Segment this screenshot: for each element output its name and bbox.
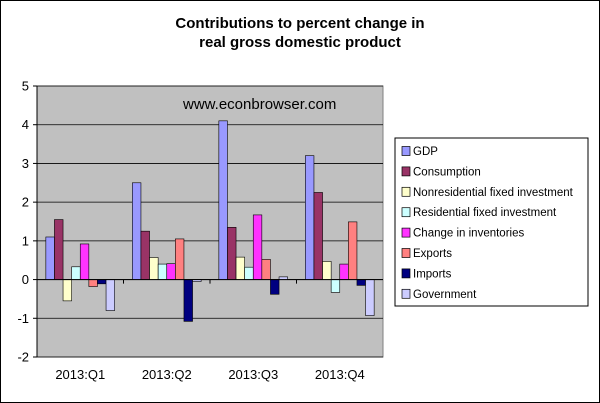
legend-swatch-imports [401, 268, 411, 279]
legend-label: Residential fixed investment [413, 207, 557, 219]
bar-gdp [132, 182, 142, 280]
legend-swatch-consumption [401, 166, 411, 177]
y-tick-label: 4 [22, 117, 29, 132]
bar-exports [261, 259, 271, 280]
plot-area [36, 85, 384, 358]
bar-gdp [305, 155, 315, 280]
bar-nonresidential-fixed-investment [322, 261, 332, 280]
bar-change-in-inventories [252, 214, 263, 280]
y-tick-label: -2 [17, 350, 29, 365]
legend-box [394, 137, 589, 307]
legend-label: Imports [413, 268, 452, 280]
bar-residential-fixed-investment [330, 279, 341, 293]
legend-label: Consumption [413, 166, 481, 178]
legend-label: Government [413, 289, 477, 301]
chart-title-line2: real gross domestic product [199, 34, 401, 51]
bar-imports [183, 279, 193, 322]
y-tick-label: 5 [22, 79, 29, 94]
bar-consumption [227, 227, 237, 280]
bar-nonresidential-fixed-investment [235, 256, 245, 280]
legend-label: Change in inventories [413, 228, 524, 240]
bar-imports [270, 279, 280, 295]
legend-swatch-government [401, 288, 411, 299]
legend-swatch-exports [401, 248, 411, 258]
bar-change-in-inventories [339, 263, 349, 280]
y-tick-label: 3 [22, 156, 29, 171]
y-tick-label: -1 [17, 311, 29, 326]
x-tick-label: 2013:Q1 [55, 367, 105, 382]
y-tick-label: 1 [22, 233, 29, 248]
legend-label: Nonresidential fixed investment [413, 187, 574, 199]
bar-residential-fixed-investment [157, 263, 168, 280]
legend-swatch-gdp [401, 146, 411, 156]
bar-consumption [54, 219, 64, 280]
legend-swatch-residential-fixed-investment [401, 207, 411, 218]
chart-title-line1: Contributions to percent change in [175, 15, 425, 32]
y-tick-label: 2 [22, 195, 29, 210]
y-tick-label: 0 [22, 272, 29, 287]
bar-exports [348, 221, 358, 280]
bar-nonresidential-fixed-investment [149, 257, 159, 280]
legend-swatch-change-in-inventories [401, 227, 411, 238]
bar-exports [175, 238, 185, 280]
legend-label: GDP [413, 146, 438, 158]
legend-label: Exports [413, 248, 452, 260]
x-tick-label: 2013:Q3 [228, 367, 278, 382]
bar-consumption [313, 192, 323, 280]
x-tick-label: 2013:Q2 [142, 367, 192, 382]
bar-nonresidential-fixed-investment [62, 279, 72, 302]
bar-government [105, 279, 115, 311]
bar-imports [356, 279, 366, 286]
bar-gdp [218, 120, 228, 280]
x-tick-label: 2013:Q4 [315, 367, 365, 382]
bar-change-in-inventories [166, 263, 176, 280]
watermark-text: www.econbrowser.com [182, 96, 336, 113]
bar-exports [88, 279, 98, 287]
bar-government [365, 279, 375, 316]
chart-title: Contributions to percent change in real … [0, 14, 600, 52]
bar-imports [97, 279, 107, 285]
bar-residential-fixed-investment [71, 266, 81, 280]
bar-consumption [140, 230, 150, 280]
bar-gdp [45, 236, 55, 280]
bar-residential-fixed-investment [244, 266, 254, 280]
bar-change-in-inventories [79, 243, 90, 280]
legend-swatch-nonresidential-fixed-investment [401, 186, 411, 197]
